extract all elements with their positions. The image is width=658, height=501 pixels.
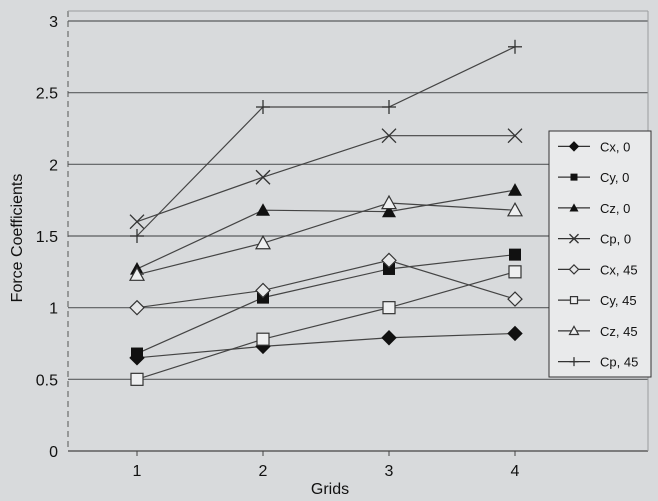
series-6	[128, 194, 524, 281]
y-tick-label: 1.5	[36, 229, 58, 246]
series-line	[136, 135, 515, 223]
data-point	[508, 183, 522, 196]
data-point	[381, 330, 397, 346]
legend-label: Cp, 45	[600, 355, 638, 370]
y-tick-label: 2.5	[36, 86, 58, 103]
legend-box	[548, 130, 652, 378]
y-tick-label: 3	[49, 14, 58, 31]
legend-item: Cy, 45	[558, 293, 637, 308]
legend-item: Cy, 0	[558, 170, 629, 185]
data-point	[131, 347, 143, 360]
y-tick-label: 0	[49, 444, 58, 461]
data-point	[569, 357, 579, 367]
legend-label: Cx, 45	[600, 262, 638, 277]
series-line	[136, 332, 516, 359]
data-point	[381, 128, 397, 144]
data-point	[256, 332, 270, 346]
series-line	[136, 46, 516, 237]
legend-label: Cy, 45	[600, 293, 637, 308]
data-point	[568, 264, 580, 275]
series-5	[130, 265, 522, 386]
data-point	[508, 265, 522, 279]
data-point	[569, 233, 579, 244]
y-tick-label: 2	[49, 157, 58, 174]
x-tick-label: 2	[259, 463, 268, 480]
x-tick-label: 3	[385, 463, 394, 480]
data-point	[255, 169, 271, 185]
legend-item: Cz, 45	[558, 324, 638, 339]
data-point	[130, 229, 144, 243]
legend-label: Cx, 0	[600, 139, 630, 154]
data-point	[129, 214, 145, 230]
data-point	[255, 282, 271, 299]
y-tick-labels: 0 0.5 1 1.5 2 2.5 3	[36, 14, 58, 461]
series-4	[129, 252, 523, 316]
data-point	[570, 173, 578, 181]
series-line	[136, 259, 516, 309]
series-7	[130, 39, 522, 243]
gridlines	[68, 20, 648, 380]
data-point	[256, 203, 270, 216]
x-tick-labels: 1 2 3 4	[133, 463, 520, 480]
series-group	[128, 39, 524, 386]
series-line	[136, 202, 516, 276]
x-axis-title: Grids	[311, 481, 349, 498]
series-line	[136, 254, 516, 355]
data-point	[568, 325, 580, 336]
data-point	[254, 234, 272, 250]
data-point	[381, 252, 397, 269]
data-point	[256, 100, 270, 114]
data-point	[506, 201, 524, 217]
data-point	[568, 141, 580, 152]
data-point	[507, 325, 523, 342]
data-point	[382, 204, 396, 218]
legend-label: Cz, 45	[600, 324, 638, 339]
data-point	[507, 291, 523, 307]
y-tick-label: 1	[49, 301, 58, 318]
legend-item: Cz, 0	[558, 201, 630, 216]
legend-label: Cp, 0	[600, 232, 631, 247]
data-point	[382, 301, 396, 315]
legend-item: Cp, 45	[558, 355, 638, 370]
data-point	[129, 299, 145, 316]
x-tick-label: 1	[133, 463, 142, 480]
legend-item: Cx, 45	[558, 262, 638, 277]
series-line	[136, 271, 516, 380]
data-point	[569, 296, 579, 305]
data-point	[383, 262, 395, 275]
data-point	[509, 248, 521, 261]
legend-label: Cz, 0	[600, 201, 630, 216]
legend-label: Cy, 0	[600, 170, 629, 185]
x-tick-label: 4	[511, 463, 520, 480]
legend-item: Cx, 0	[558, 139, 630, 154]
data-point	[507, 128, 523, 144]
y-tick-label: 0.5	[36, 372, 58, 389]
data-point	[569, 203, 579, 212]
data-point	[380, 194, 398, 210]
legend: Cx, 0 Cy, 0 Cz, 0 Cp, 0 Cx, 45 Cy, 45 Cz, 45 Cp…	[548, 130, 652, 378]
data-point	[130, 372, 144, 386]
legend-item: Cp, 0	[558, 232, 631, 247]
data-point	[508, 39, 522, 54]
y-axis-title: Force Coefficients	[9, 174, 26, 303]
data-point	[382, 100, 396, 114]
data-point	[128, 266, 146, 281]
series-3	[129, 128, 523, 230]
series-line	[136, 189, 516, 270]
